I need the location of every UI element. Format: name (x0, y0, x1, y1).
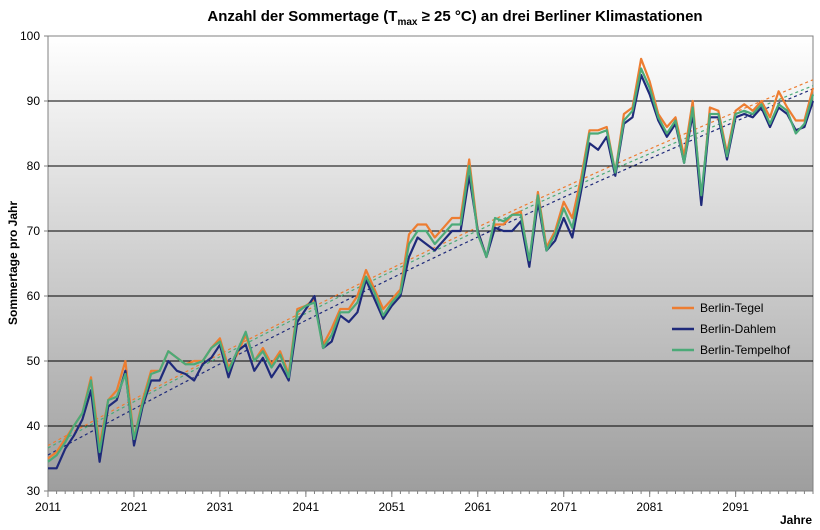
y-tick-label: 70 (27, 224, 41, 238)
trendline (47, 79, 814, 447)
grid-lines (48, 100, 813, 427)
chart-title: Anzahl der Sommertage (Tmax ≥ 25 °C) an … (207, 8, 702, 28)
y-tick-label: 80 (27, 159, 41, 173)
trendline (47, 85, 814, 449)
x-axis-label: Jahre (780, 513, 812, 527)
y-tick-label: 100 (20, 29, 40, 43)
x-tick-label: 2081 (636, 500, 663, 514)
y-tick-label: 50 (27, 354, 41, 368)
legend: Berlin-Tegel Berlin-Dahlem Berlin-Tempelho… (672, 301, 791, 357)
chart-title-prefix: Anzahl der Sommertage (T (207, 8, 397, 25)
x-tick-label: 2021 (121, 500, 148, 514)
series-line (47, 67, 815, 463)
y-tick-label: 60 (27, 289, 41, 303)
x-tick-label: 2031 (207, 500, 234, 514)
y-tick-label: 90 (27, 94, 41, 108)
y-tick-label: 40 (27, 419, 41, 433)
x-tick-label: 2011 (35, 500, 61, 514)
chart-title-subscript: max (397, 17, 417, 28)
x-tick-label: 2041 (293, 500, 320, 514)
y-axis-ticks: 30 40 50 60 70 80 90 100 (20, 29, 48, 498)
x-tick-label: 2061 (464, 500, 491, 514)
y-tick-label: 30 (27, 484, 41, 498)
x-axis-ticks: 2011 2021 2031 2041 2051 2061 2071 2081 2091 (35, 491, 814, 514)
legend-label: Berlin-Tegel (700, 301, 763, 315)
x-tick-label: 2071 (550, 500, 577, 514)
legend-label: Berlin-Tempelhof (700, 343, 791, 357)
plot-area (47, 35, 814, 492)
x-tick-label: 2091 (722, 500, 749, 514)
y-axis-label: Sommertage pro Jahr (6, 201, 20, 325)
x-tick-label: 2051 (378, 500, 405, 514)
legend-label: Berlin-Dahlem (700, 322, 776, 336)
chart-title-suffix: ≥ 25 °C) an drei Berliner Klimastationen (417, 8, 702, 25)
data-series (47, 57, 815, 470)
